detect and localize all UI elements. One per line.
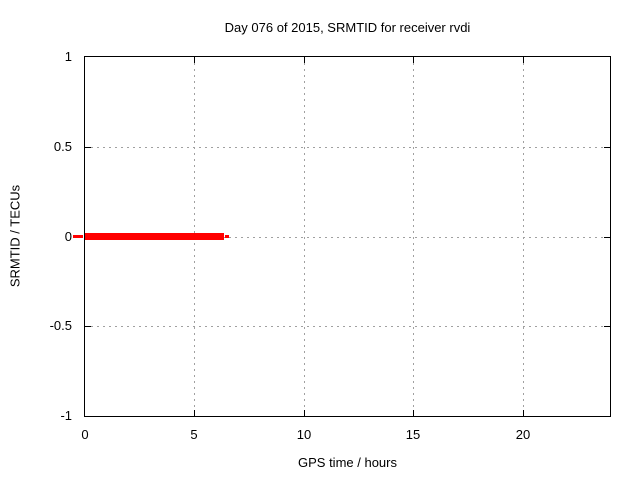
y-tick-label: 0 — [64, 229, 72, 244]
y-tick-mark-right — [604, 326, 610, 327]
x-tick-mark-top — [194, 57, 195, 63]
x-tick-mark-top — [304, 57, 305, 63]
vertical-gridline — [523, 57, 524, 416]
x-tick-label: 15 — [405, 427, 421, 442]
x-tick-label: 5 — [190, 427, 198, 442]
y-tick-mark-left — [85, 147, 91, 148]
x-tick-mark-bottom — [413, 410, 414, 416]
horizontal-gridline — [85, 237, 610, 238]
horizontal-gridline — [85, 147, 610, 148]
x-tick-mark-bottom — [304, 410, 305, 416]
x-tick-label: 20 — [515, 427, 531, 442]
x-tick-label: 10 — [296, 427, 312, 442]
x-tick-mark-bottom — [523, 410, 524, 416]
data-line-segment — [225, 235, 229, 238]
chart-title: Day 076 of 2015, SRMTID for receiver rvd… — [224, 20, 471, 35]
y-tick-label: 1 — [64, 49, 72, 64]
y-tick-mark-left — [85, 326, 91, 327]
y-tick-label: 0.5 — [53, 139, 72, 154]
x-tick-mark-top — [523, 57, 524, 63]
y-tick-mark-right — [604, 147, 610, 148]
y-tick-mark-right — [604, 237, 610, 238]
x-axis-label: GPS time / hours — [298, 455, 397, 470]
x-tick-mark-top — [413, 57, 414, 63]
plot-area — [73, 56, 611, 417]
y-tick-label: -1 — [60, 408, 72, 423]
data-line-segment — [85, 233, 224, 240]
vertical-gridline — [304, 57, 305, 416]
x-tick-mark-bottom — [194, 410, 195, 416]
vertical-gridline — [413, 57, 414, 416]
y-tick-label: -0.5 — [49, 318, 72, 333]
x-tick-label: 0 — [81, 427, 89, 442]
horizontal-gridline — [85, 326, 610, 327]
data-line-segment — [73, 235, 83, 238]
